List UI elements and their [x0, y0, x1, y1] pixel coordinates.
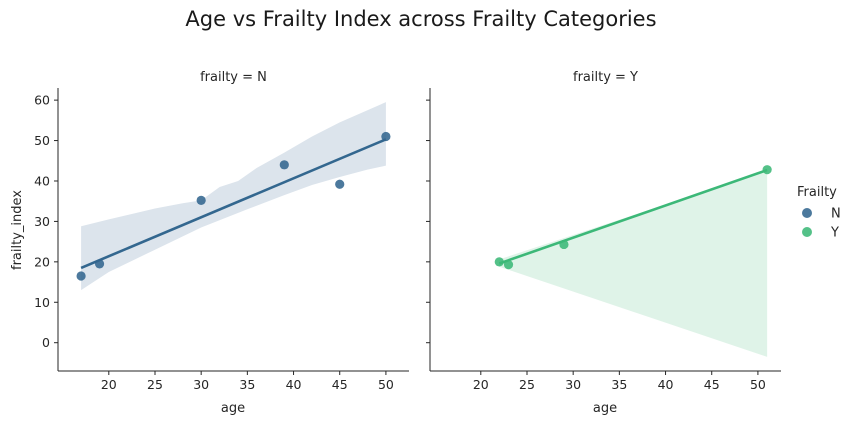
x-tick-label: 30 [193, 377, 209, 392]
x-tick-label: 20 [473, 377, 489, 392]
x-tick-label: 20 [101, 377, 117, 392]
x-tick-label: 35 [239, 377, 255, 392]
legend-label: Y [830, 226, 839, 241]
data-point [503, 260, 514, 270]
x-tick-label: 25 [519, 377, 535, 392]
x-tick-label: 45 [332, 377, 348, 392]
y-tick-label: 0 [42, 335, 50, 350]
y-tick-label: 60 [34, 93, 50, 108]
chart-title: Age vs Frailty Index across Frailty Cate… [185, 7, 656, 31]
y-tick-label: 20 [34, 254, 50, 269]
legend-title: Frailty [797, 185, 837, 200]
x-tick-label: 35 [611, 377, 627, 392]
y-axis-label: frailty_index [10, 190, 25, 270]
legend-label: N [831, 207, 841, 222]
confidence-band [499, 170, 768, 357]
x-tick-label: 50 [750, 377, 766, 392]
data-point [762, 165, 772, 175]
data-point [76, 271, 86, 281]
y-tick-label: 50 [34, 133, 50, 148]
x-tick-label: 40 [658, 377, 674, 392]
legend: Frailty NY [797, 185, 841, 241]
regression-line [80, 138, 387, 270]
facet-title: frailty = N [200, 70, 267, 85]
data-point [279, 160, 289, 170]
panel-frailty-y: frailty = Y 20 25 30 35 40 45 50 [426, 70, 781, 392]
data-point [94, 259, 105, 269]
legend-marker [802, 227, 812, 237]
x-tick-label: 50 [378, 377, 394, 392]
confidence-band [81, 102, 386, 291]
regression-line [498, 168, 768, 265]
y-tick-label: 30 [34, 214, 50, 229]
data-point [494, 257, 504, 267]
x-axis-label-left: age [221, 401, 245, 416]
y-tick-label: 10 [34, 295, 50, 310]
panel-frailty-n: frailty = N 20 25 30 35 40 45 50 0 10 20 30 40 50 60 [34, 70, 409, 392]
data-point [381, 131, 391, 142]
x-tick-label: 25 [147, 377, 163, 392]
facet-title: frailty = Y [573, 70, 638, 85]
x-tick-label: 30 [565, 377, 581, 392]
x-tick-label: 40 [286, 377, 302, 392]
data-point [335, 179, 345, 189]
data-point [196, 195, 206, 205]
x-tick-label: 45 [704, 377, 720, 392]
legend-marker [802, 208, 812, 218]
data-point [559, 239, 569, 250]
x-axis-label-right: age [593, 401, 617, 416]
y-tick-label: 40 [34, 173, 50, 188]
